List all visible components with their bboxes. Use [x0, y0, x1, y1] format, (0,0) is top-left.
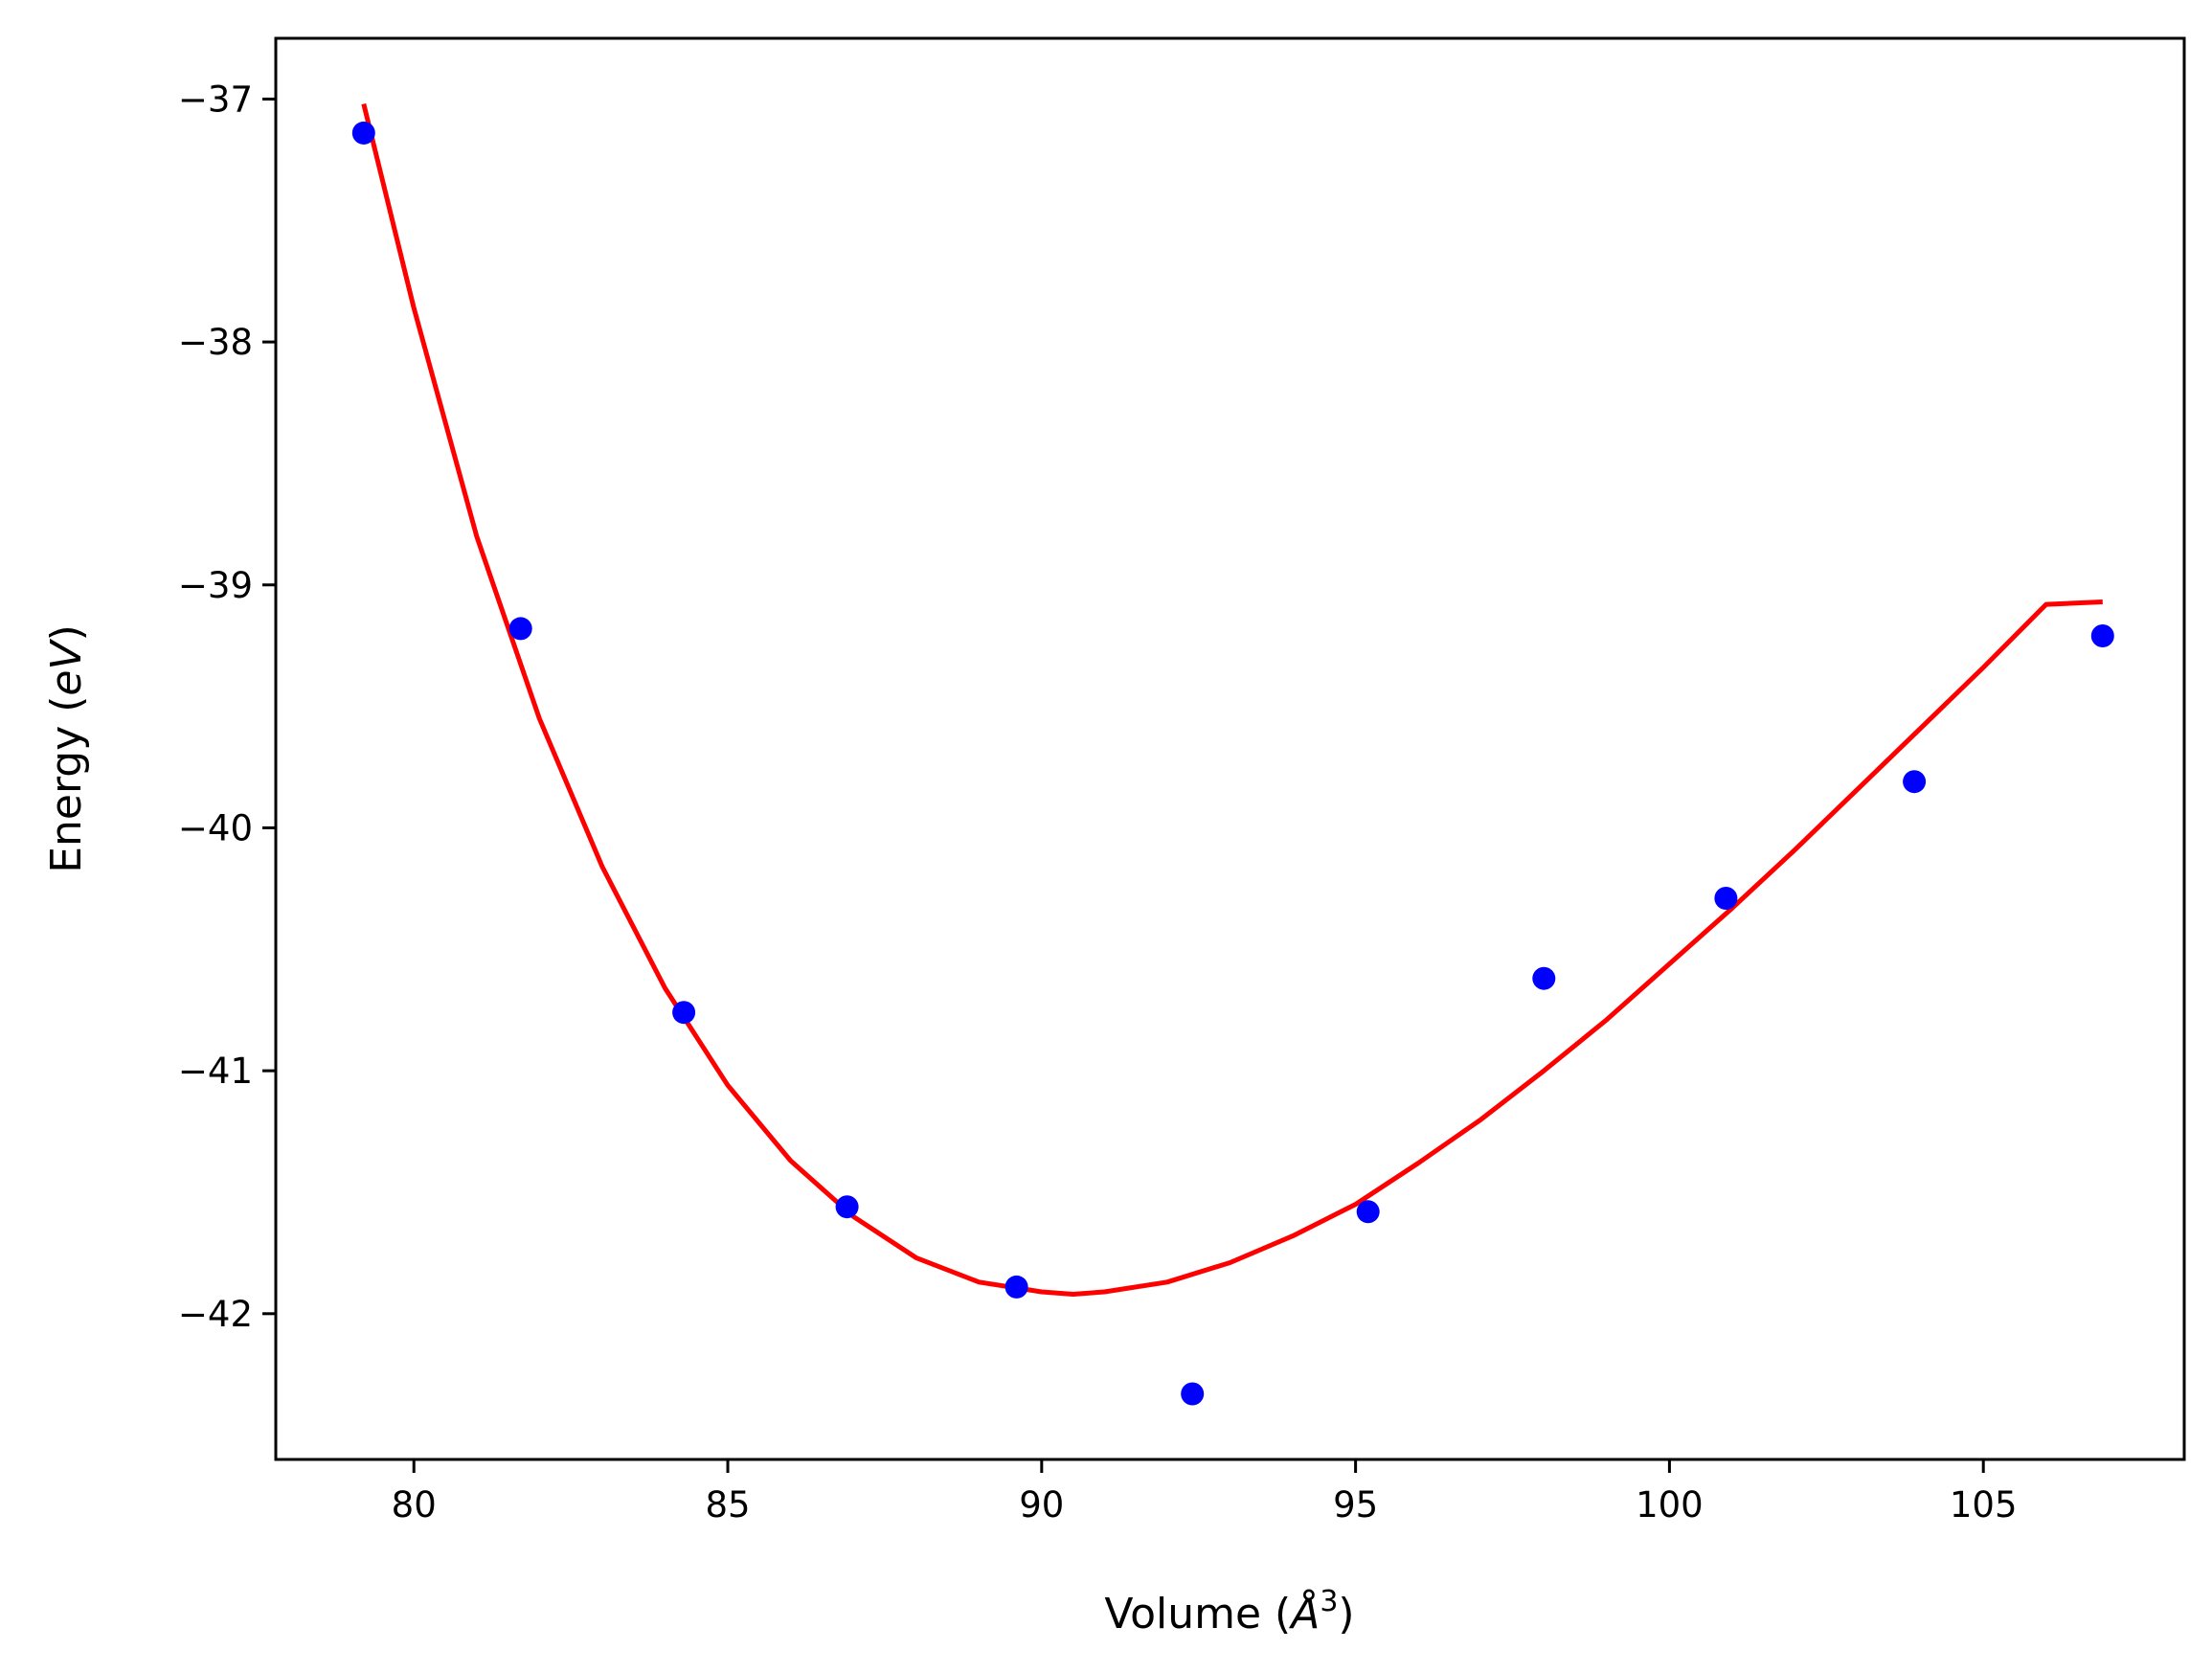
y-axis-label: Energy (eV) [42, 624, 91, 873]
data-point [1903, 770, 1927, 794]
y-axis-ticks: −37 −38 −39 −40 −41 −42 [178, 79, 276, 1335]
x-tick-label: 100 [1636, 1484, 1704, 1526]
x-axis-label-close: ) [1338, 1590, 1354, 1639]
x-axis-label-exponent: 3 [1320, 1585, 1338, 1618]
data-point [1532, 966, 1556, 990]
data-point [835, 1195, 859, 1219]
x-tick-label: 95 [1333, 1484, 1378, 1526]
x-axis-ticks: 80 85 90 95 100 105 [392, 1459, 2018, 1526]
y-tick-label: −37 [178, 79, 253, 120]
data-point [508, 617, 532, 641]
data-point [351, 121, 375, 145]
y-axis-label-unit: eV [42, 639, 91, 696]
y-tick-label: −41 [178, 1051, 253, 1092]
fit-curve-line [361, 102, 2103, 1297]
plot-frame [274, 36, 2186, 1461]
y-axis-label-close: ) [42, 624, 91, 641]
x-axis-label-unit: Å [1288, 1588, 1320, 1639]
x-tick-label: 90 [1019, 1484, 1064, 1526]
x-tick-label: 80 [392, 1484, 437, 1526]
data-point [2090, 624, 2114, 647]
y-tick-label: −38 [178, 322, 253, 363]
data-point [672, 1001, 696, 1025]
x-axis-label-part: Volume ( [1104, 1590, 1291, 1639]
y-tick-label: −40 [178, 807, 253, 848]
y-axis-label-part: Energy ( [42, 696, 91, 873]
data-point [1181, 1382, 1205, 1406]
data-point [1714, 887, 1738, 910]
data-point [1356, 1200, 1380, 1224]
x-tick-label: 105 [1950, 1484, 2018, 1526]
x-axis-label: Volume (Å3) [1104, 1585, 1354, 1639]
data-point [1004, 1275, 1028, 1299]
y-tick-label: −42 [178, 1294, 253, 1335]
plot-area [351, 102, 2114, 1406]
y-tick-label: −39 [178, 565, 253, 606]
x-tick-label: 85 [705, 1484, 750, 1526]
